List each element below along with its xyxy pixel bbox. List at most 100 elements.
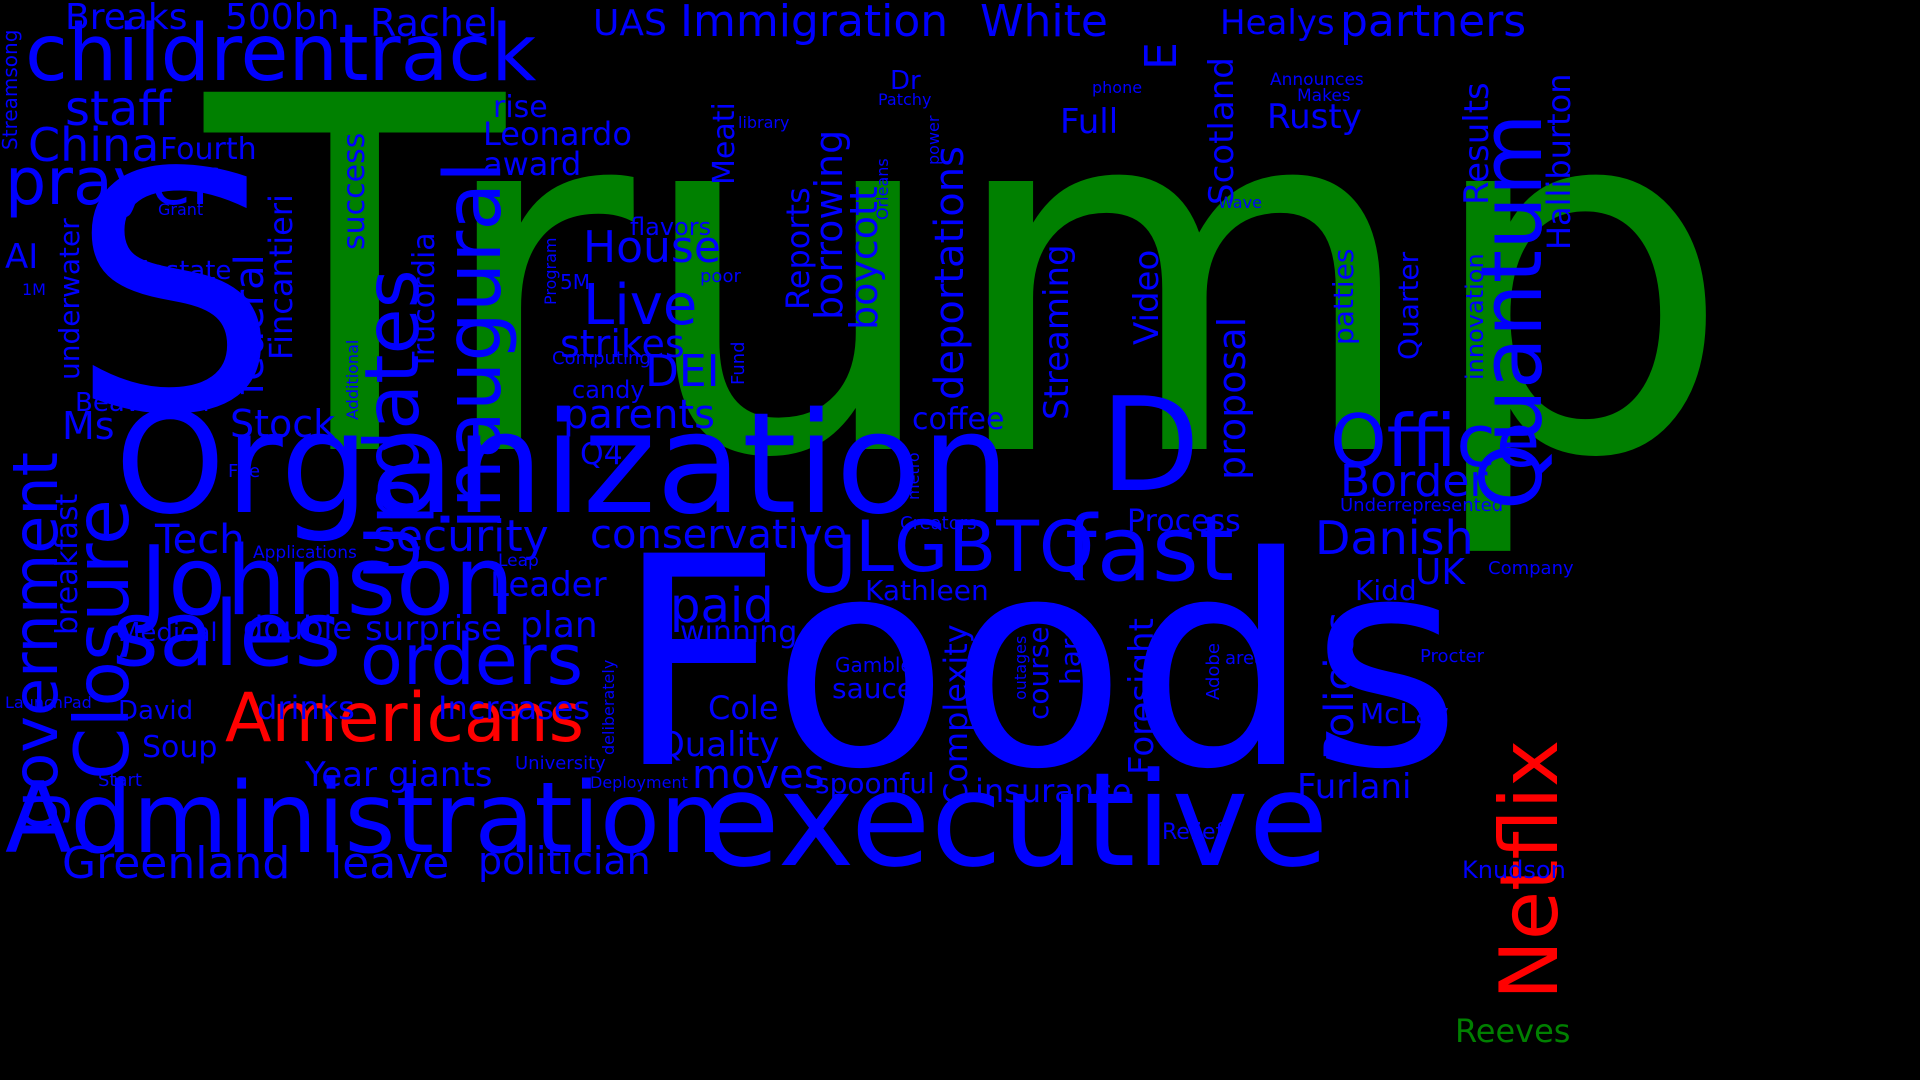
word-candy: candy	[572, 376, 645, 404]
word-uk: UK	[1415, 552, 1465, 593]
word-border: Border	[1340, 456, 1488, 507]
word-additional: Additional	[343, 339, 362, 420]
word-year: Year	[305, 755, 377, 795]
word-adobe: Adobe	[1203, 643, 1224, 700]
word-breaks: Breaks	[65, 0, 188, 38]
word-foresight: Foresight	[1122, 618, 1162, 775]
word-soup: Soup	[142, 730, 218, 765]
word-streaming: Streaming	[1037, 244, 1077, 420]
word-double: double	[243, 609, 353, 647]
word-house: House	[583, 222, 721, 273]
word-meati: Meati	[707, 102, 742, 185]
word-johnson: Johnson	[140, 527, 515, 637]
word-e: E	[1136, 42, 1187, 70]
word-fast: fast	[1065, 497, 1235, 602]
word-trump: Trump	[205, 0, 1733, 565]
word-increases: Increases	[438, 689, 591, 727]
word-program: Program	[541, 237, 560, 305]
word-reeves: Reeves	[1455, 1012, 1571, 1050]
word-greenland: Greenland	[62, 838, 291, 889]
word-dr: Dr	[890, 66, 921, 96]
word-rise: rise	[493, 90, 548, 125]
word-rachel: Rachel	[370, 1, 498, 45]
word-award: award	[483, 145, 582, 183]
word-beaverton: Beaverton	[75, 388, 210, 418]
word-paid: paid	[670, 578, 774, 634]
word-upstate: Upstate	[130, 256, 232, 286]
word-scotland: Scotland	[1202, 57, 1242, 205]
word-1m: 1M	[22, 280, 46, 299]
word-giants: giants	[388, 755, 493, 795]
word-parents: parents	[563, 392, 715, 438]
word-s: S	[70, 103, 280, 487]
word-executive: executive	[700, 744, 1329, 896]
word-spoonful: spoonful	[815, 767, 935, 800]
word-process: Process	[1127, 504, 1241, 539]
word-office: Office	[1330, 399, 1541, 483]
word-deployment: Deployment	[590, 773, 688, 792]
word-complexity: Complexity	[937, 624, 975, 805]
word-staff: staff	[65, 81, 172, 137]
word-leonardo: Leonardo	[483, 115, 632, 153]
word-university: University	[515, 753, 606, 774]
word-administration: Administration	[5, 762, 723, 876]
word-strikes: strikes	[560, 322, 685, 366]
word-underwater: underwater	[53, 218, 86, 380]
word-fund: Fund	[728, 341, 749, 385]
word-fire: Fire	[228, 461, 261, 482]
word-grant: Grant	[158, 200, 204, 219]
word-rusty: Rusty	[1267, 97, 1362, 137]
word-conservative: conservative	[590, 512, 847, 558]
word-lgbtq: LGBTQ	[855, 506, 1095, 588]
word-americans: Americans	[225, 679, 585, 758]
word-tech: Tech	[155, 517, 245, 563]
word-q4: Q4	[580, 437, 623, 472]
word-furlani: Furlani	[1297, 767, 1412, 807]
word-danish: Danish	[1315, 511, 1474, 565]
word-foods: Foods	[615, 496, 1462, 833]
word-outages: outages	[1011, 635, 1030, 700]
word-stock: Stock	[230, 402, 336, 446]
word-leader: Leader	[490, 565, 607, 605]
word-surprise: surprise	[365, 609, 502, 649]
word-orleans: Orleans	[873, 158, 892, 220]
word-relief: Relief	[1162, 820, 1224, 845]
word-poor: poor	[700, 266, 741, 287]
word-company: Company	[1488, 558, 1574, 579]
word-orders: orders	[360, 619, 584, 701]
word-patties: patties	[1327, 248, 1360, 345]
word-patchy: Patchy	[878, 90, 932, 109]
word-ms: Ms	[62, 404, 115, 448]
word-cole: Cole	[708, 689, 779, 727]
word-leave: leave	[330, 838, 450, 889]
word-creators: Creators	[900, 513, 977, 534]
word-launchpad: LaunchPad	[5, 693, 92, 712]
word-announces: Announces	[1270, 70, 1364, 90]
word-insurance: insurance	[975, 772, 1132, 810]
word-streamsong: Streamsong	[0, 29, 22, 150]
word-live: Live	[583, 273, 698, 338]
word-innovation: innovation	[1461, 253, 1489, 380]
word-quality: Quality	[658, 725, 780, 765]
word-metro: metro	[904, 452, 923, 500]
word-david: David	[118, 696, 194, 726]
word-success: success	[337, 132, 372, 250]
word-halliburton: Halliburton	[1540, 73, 1578, 251]
word-makes: Makes	[1297, 86, 1351, 106]
word-u: U	[800, 521, 858, 611]
word-sales: sales	[112, 582, 342, 687]
word-start: Start	[98, 770, 142, 791]
word-video: Video	[1127, 249, 1167, 345]
word-mclay: McLay	[1360, 697, 1449, 730]
word-kathleen: Kathleen	[865, 574, 989, 607]
word-drinks: drinks	[257, 689, 355, 727]
word-library: library	[738, 113, 790, 132]
word-gamble: Gamble	[835, 653, 913, 677]
word-computing: Computing	[552, 348, 651, 369]
word-applications: Applications	[253, 543, 357, 563]
word-phone: phone	[1092, 78, 1143, 97]
word-partners: partners	[1340, 0, 1527, 47]
word-deportations: deportations	[927, 146, 973, 400]
word-wave: Wave	[1218, 193, 1262, 212]
